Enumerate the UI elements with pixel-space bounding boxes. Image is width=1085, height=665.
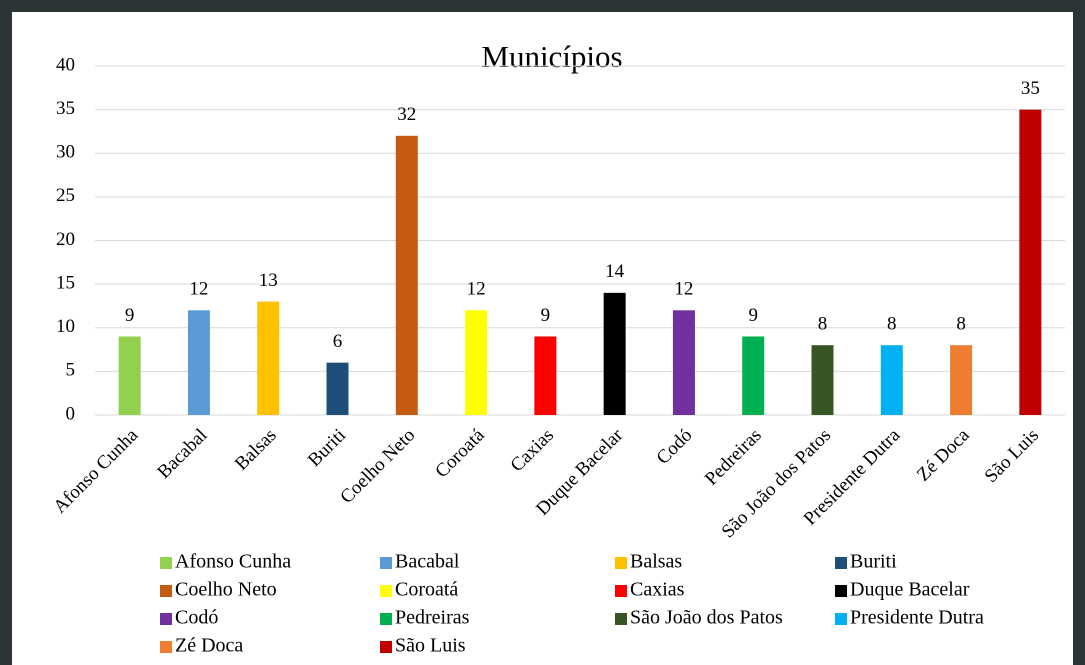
legend-swatch	[160, 557, 172, 569]
legend-label: Balsas	[630, 551, 682, 573]
legend-swatch	[835, 613, 847, 625]
bar	[395, 135, 418, 416]
legend-swatch	[380, 613, 392, 625]
y-tick-label: 5	[66, 360, 76, 381]
bar	[326, 362, 349, 415]
x-tick-label: Coroatá	[431, 424, 489, 482]
x-tick-label: Codó	[653, 425, 697, 469]
legend-swatch	[615, 585, 627, 597]
legend-label: Zé Doca	[175, 635, 243, 657]
data-label: 12	[189, 279, 208, 300]
y-tick-label: 0	[66, 403, 76, 424]
bar	[672, 310, 695, 415]
bar	[257, 301, 280, 415]
data-label: 32	[397, 104, 416, 125]
bar	[880, 345, 903, 415]
legend-swatch	[835, 557, 847, 569]
bar	[742, 336, 765, 415]
x-tick-label: Pedreiras	[701, 425, 766, 490]
legend-swatch	[380, 641, 392, 653]
x-tick-label: Afonso Cunha	[49, 424, 142, 517]
bar	[118, 336, 141, 415]
legend-label: Buriti	[850, 551, 897, 573]
x-tick-label: Buriti	[304, 425, 350, 471]
legend-label: Caxias	[630, 579, 685, 601]
legend-label: São João dos Patos	[630, 607, 783, 629]
legend-swatch	[615, 613, 627, 625]
x-tick-label: Zé Doca	[913, 424, 974, 485]
data-label: 8	[887, 314, 897, 335]
legend-label: Afonso Cunha	[175, 551, 291, 573]
data-label: 8	[956, 314, 966, 335]
legend-swatch	[380, 557, 392, 569]
chart-title: Municípios	[481, 39, 622, 74]
legend-label: Codó	[175, 607, 218, 629]
data-label: 9	[541, 305, 551, 326]
chart: Municípios 0 5 10 15 20 25 30 35 40 Afonso Cunha 9…	[49, 39, 1065, 657]
chart-frame: Municípios 0 5 10 15 20 25 30 35 40 Afonso Cunha 9…	[12, 12, 1073, 665]
x-tick-label: São Luis	[981, 425, 1043, 487]
legend-label: Coroatá	[395, 579, 458, 601]
y-tick-label: 40	[56, 54, 75, 75]
bar	[603, 292, 626, 415]
legend-label: Pedreiras	[395, 607, 470, 629]
y-tick-label: 35	[56, 98, 75, 119]
data-label: 6	[333, 331, 343, 352]
y-tick-label: 10	[56, 316, 75, 337]
legend-swatch	[835, 585, 847, 597]
legend-swatch	[160, 641, 172, 653]
data-label: 9	[125, 305, 134, 326]
data-label: 35	[1021, 78, 1040, 99]
legend-label: São Luis	[395, 635, 466, 657]
y-tick-label: 30	[56, 142, 75, 163]
y-tick-label: 15	[56, 272, 75, 293]
legend-swatch	[160, 585, 172, 597]
data-label: 9	[748, 305, 758, 326]
legend-swatch	[380, 585, 392, 597]
data-label: 14	[605, 261, 625, 282]
x-tick-label: Caxias	[507, 425, 558, 476]
data-label: 8	[818, 314, 828, 335]
legend-label: Bacabal	[395, 551, 460, 573]
legend-swatch	[615, 557, 627, 569]
bar	[950, 345, 973, 415]
data-label: 13	[259, 270, 278, 291]
legend-swatch	[160, 613, 172, 625]
data-label: 12	[674, 279, 693, 300]
y-tick-label: 20	[56, 229, 75, 250]
bar	[465, 310, 488, 415]
data-label: 12	[467, 279, 486, 300]
bar	[187, 310, 210, 415]
x-tick-label: Balsas	[231, 425, 281, 475]
x-tick-label: Coelho Neto	[336, 425, 419, 508]
legend-label: Duque Bacelar	[850, 579, 970, 601]
legend-label: Presidente Dutra	[850, 607, 984, 629]
bar	[811, 345, 834, 415]
bar	[534, 336, 557, 415]
legend-label: Coelho Neto	[175, 579, 277, 601]
x-tick-label: Bacabal	[153, 425, 211, 483]
y-tick-label: 25	[56, 185, 75, 206]
bar	[1019, 109, 1042, 415]
